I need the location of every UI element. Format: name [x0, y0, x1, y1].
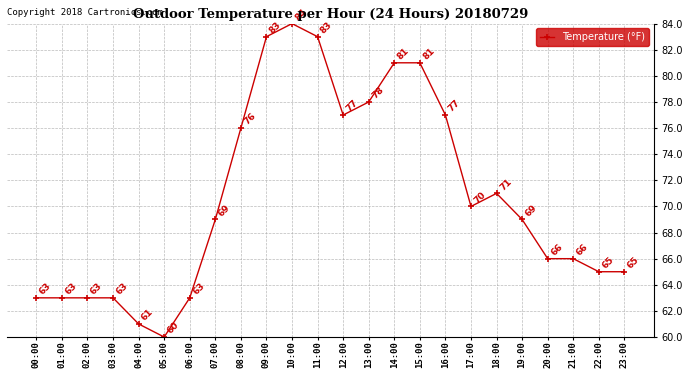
Text: 65: 65: [626, 255, 641, 270]
Text: 60: 60: [166, 321, 181, 336]
Title: Outdoor Temperature per Hour (24 Hours) 20180729: Outdoor Temperature per Hour (24 Hours) …: [132, 8, 528, 21]
Text: 69: 69: [217, 203, 232, 218]
Text: 63: 63: [63, 281, 79, 297]
Text: 65: 65: [600, 255, 615, 270]
Legend: Temperature (°F): Temperature (°F): [536, 28, 649, 46]
Text: 63: 63: [38, 281, 53, 297]
Text: 83: 83: [319, 20, 334, 35]
Text: 69: 69: [524, 203, 539, 218]
Text: 66: 66: [575, 242, 590, 257]
Text: 61: 61: [140, 308, 155, 322]
Text: 81: 81: [421, 46, 437, 62]
Text: 78: 78: [370, 85, 386, 100]
Text: 81: 81: [395, 46, 411, 62]
Text: 83: 83: [268, 20, 283, 35]
Text: 63: 63: [115, 281, 130, 297]
Text: Copyright 2018 Cartronics.com: Copyright 2018 Cartronics.com: [7, 8, 163, 17]
Text: 84: 84: [293, 7, 308, 22]
Text: 77: 77: [447, 98, 462, 114]
Text: 63: 63: [89, 281, 104, 297]
Text: 77: 77: [344, 98, 360, 114]
Text: 76: 76: [242, 111, 257, 127]
Text: 66: 66: [549, 242, 564, 257]
Text: 63: 63: [191, 281, 206, 297]
Text: 71: 71: [498, 177, 513, 192]
Text: 70: 70: [473, 190, 488, 205]
